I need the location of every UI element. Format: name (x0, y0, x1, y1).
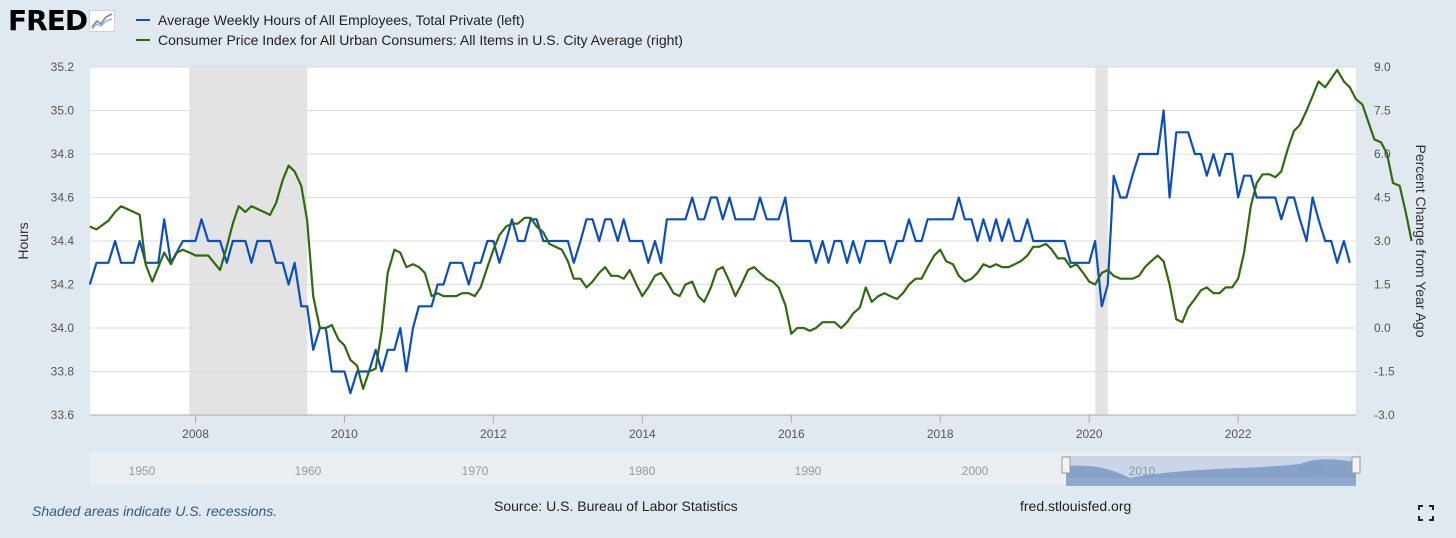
y-left-tick-label: 34.8 (51, 147, 75, 161)
x-tick-label: 2014 (629, 427, 656, 441)
fred-logo[interactable]: FRED (8, 4, 116, 37)
series-hours-line[interactable] (88, 109, 1351, 395)
fullscreen-icon[interactable] (1418, 505, 1434, 521)
x-tick-label: 2012 (480, 427, 507, 441)
site-link[interactable]: fred.stlouisfed.org (1020, 498, 1132, 514)
fred-chart-icon (89, 9, 116, 32)
navigator-year-label: 2000 (962, 464, 989, 478)
navigator-year-label: 1980 (629, 464, 656, 478)
x-tick-label: 2020 (1076, 427, 1103, 441)
x-tick-label: 2016 (778, 427, 805, 441)
recession-note: Shaded areas indicate U.S. recessions. (32, 503, 278, 519)
navigator-selected-area (1066, 459, 1356, 486)
legend-item-hours[interactable]: Average Weekly Hours of All Employees, T… (136, 10, 683, 30)
y-right-tick-label: -1.5 (1374, 365, 1395, 379)
y-left-tick-label: 33.6 (51, 408, 75, 422)
navigator-year-label: 1960 (295, 464, 322, 478)
navigator-year-label: 1990 (795, 464, 822, 478)
navigator-left-handle[interactable] (1061, 456, 1071, 474)
y-axis-right-label: Percent Change from Year Ago (1413, 144, 1429, 337)
navigator-right-handle[interactable] (1351, 456, 1361, 474)
navigator-year-label: 1970 (462, 464, 489, 478)
navigator-year-label: 1950 (129, 464, 156, 478)
y-left-tick-label: 35.2 (51, 60, 75, 74)
series-cpi-line[interactable] (89, 68, 1413, 390)
range-navigator[interactable]: 19501960197019801990200020102020 (90, 452, 1361, 486)
legend-swatch-hours (136, 19, 150, 21)
y-left-tick-label: 34.0 (51, 321, 75, 335)
y-left-tick-label: 35.0 (51, 104, 75, 118)
y-right-tick-label: 9.0 (1374, 60, 1391, 74)
navigator-year-label: 2010 (1129, 464, 1156, 478)
fred-logo-text: FRED (8, 4, 88, 37)
y-right-tick-label: 7.5 (1374, 104, 1391, 118)
x-tick-label: 2022 (1225, 427, 1252, 441)
chart-legend: Average Weekly Hours of All Employees, T… (136, 10, 683, 50)
legend-swatch-cpi (136, 39, 150, 41)
y-left-tick-label: 33.8 (51, 365, 75, 379)
legend-label-cpi: Consumer Price Index for All Urban Consu… (158, 32, 683, 48)
y-right-tick-label: 1.5 (1374, 278, 1391, 292)
legend-item-cpi[interactable]: Consumer Price Index for All Urban Consu… (136, 30, 683, 50)
navigator-selection (1066, 456, 1356, 478)
source-text: Source: U.S. Bureau of Labor Statistics (494, 498, 738, 514)
y-left-tick-label: 34.4 (51, 234, 75, 248)
y-left-tick-label: 34.2 (51, 278, 75, 292)
y-right-tick-label: 0.0 (1374, 321, 1391, 335)
y-axis-left-label: Hours (15, 222, 31, 259)
y-left-tick-label: 34.6 (51, 191, 75, 205)
y-right-tick-label: -3.0 (1374, 408, 1395, 422)
y-right-tick-label: 4.5 (1374, 191, 1391, 205)
y-right-tick-label: 3.0 (1374, 234, 1391, 248)
legend-label-hours: Average Weekly Hours of All Employees, T… (158, 12, 525, 28)
x-tick-label: 2010 (331, 427, 358, 441)
x-tick-label: 2008 (182, 427, 209, 441)
x-tick-label: 2018 (927, 427, 954, 441)
